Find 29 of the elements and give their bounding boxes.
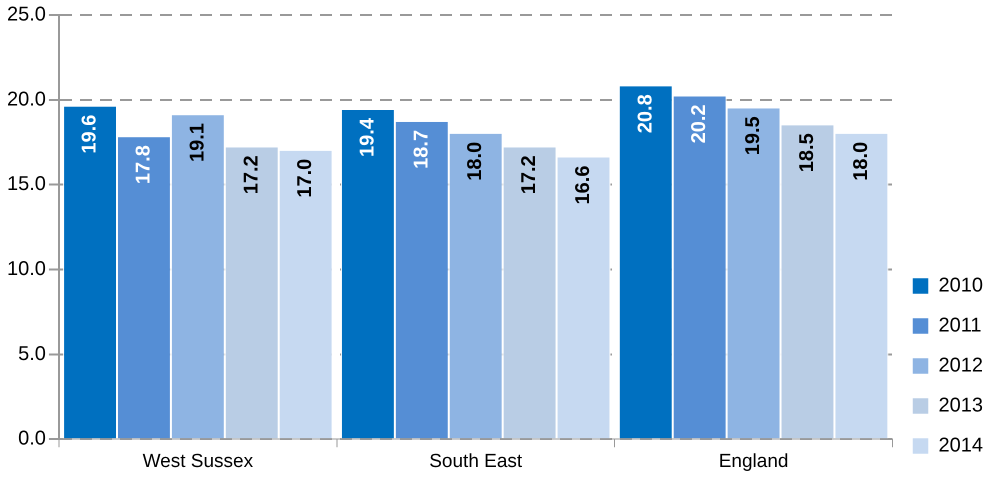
data-label: 19.6 — [78, 114, 101, 154]
legend-label: 2010 — [938, 274, 984, 297]
y-tick-label: 0.0 — [18, 428, 46, 450]
data-label: 18.7 — [410, 130, 432, 169]
legend-label: 2011 — [938, 314, 982, 337]
y-tick-label: 25.0 — [6, 4, 46, 26]
x-tick-label: England — [718, 450, 788, 472]
data-label: 18.0 — [850, 142, 872, 181]
x-tick-label: South East — [429, 450, 523, 472]
legend-label: 2013 — [938, 394, 984, 417]
x-tick-label: West Sussex — [142, 450, 254, 472]
data-label: 16.6 — [572, 166, 594, 204]
data-label: 18.0 — [464, 142, 486, 181]
y-tick-label: 15.0 — [6, 173, 46, 196]
legend-label: 2014 — [938, 434, 984, 457]
y-tick-label: 5.0 — [18, 342, 46, 365]
y-tick-label: 20.0 — [6, 88, 46, 110]
data-label: 19.1 — [186, 123, 208, 162]
data-label: 19.4 — [356, 117, 378, 157]
y-tick-label: 10.0 — [6, 258, 46, 280]
data-label: 17.2 — [240, 155, 262, 194]
legend-label: 2012 — [938, 354, 984, 377]
data-label: 20.8 — [634, 94, 656, 134]
data-label: 19.5 — [742, 116, 764, 156]
data-label: 20.2 — [688, 104, 710, 144]
data-label: 17.2 — [518, 155, 540, 194]
data-label: 17.8 — [132, 145, 154, 184]
data-label: 18.5 — [796, 133, 818, 172]
data-label: 17.0 — [294, 158, 316, 198]
